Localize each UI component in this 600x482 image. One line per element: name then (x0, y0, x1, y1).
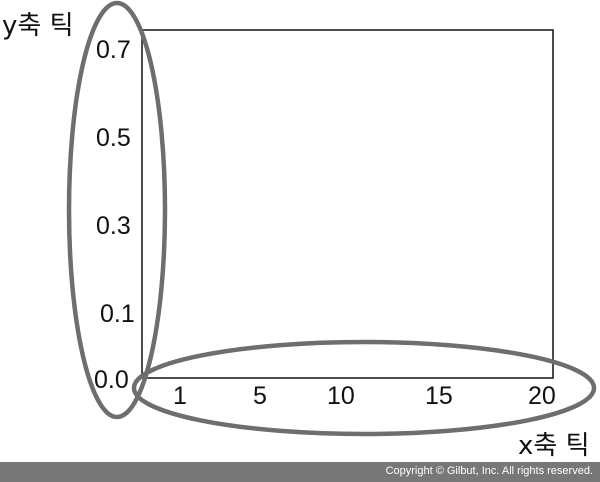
plot-frame (141, 29, 554, 379)
diagram-stage: 0.7 0.5 0.3 0.1 0.0 1 5 10 15 20 y축 틱 x축… (2, 0, 597, 461)
y-tick-label: 0.5 (96, 124, 131, 152)
x-ticks-highlight-ellipse (131, 339, 597, 437)
x-tick-label: 1 (173, 382, 187, 410)
diagram-svg: 0.7 0.5 0.3 0.1 0.0 1 5 10 15 20 y축 틱 x축… (2, 0, 597, 461)
y-tick-label: 0.7 (96, 36, 131, 64)
y-tick-label: 0.3 (96, 212, 131, 240)
copyright-text: Copyright © Gilbut, Inc. All rights rese… (385, 465, 593, 477)
x-tick-label: 10 (327, 382, 355, 410)
y-tick-label: 0.1 (100, 300, 135, 328)
x-tick-label: 15 (425, 382, 453, 410)
x-tick-label: 5 (253, 382, 267, 410)
y-axis-ticks-caption: y축 틱 (2, 11, 74, 41)
y-tick-label: 0.0 (94, 366, 129, 394)
x-tick-label: 20 (528, 382, 556, 410)
copyright-footer: Copyright © Gilbut, Inc. All rights rese… (0, 462, 600, 482)
y-ticks-highlight-ellipse (66, 0, 168, 420)
x-axis-ticks-caption: x축 틱 (518, 431, 590, 461)
